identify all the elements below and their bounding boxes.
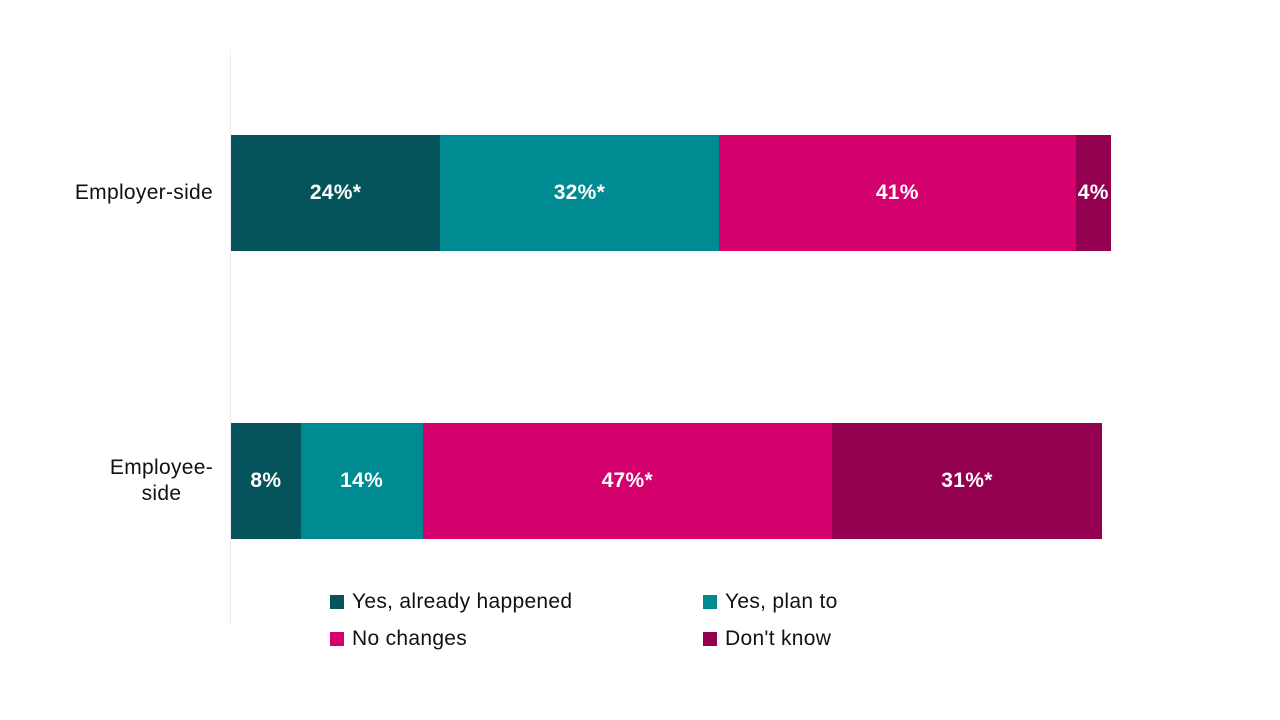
legend-item-don-t-know: Don't know: [703, 627, 838, 650]
bar-segment-don-t-know: 31%*: [831, 423, 1102, 539]
legend: Yes, already happened Yes, plan to No chan…: [330, 590, 838, 650]
bar-segment-don-t-know: 4%: [1075, 135, 1111, 251]
legend-label: Yes, plan to: [725, 589, 838, 613]
bar-value-label: 4%: [1077, 181, 1109, 204]
bar-segment-yes-plan-to: 32%*: [440, 135, 719, 251]
bar-value-label: 24%*: [309, 181, 362, 204]
legend-item-no-changes: No changes: [330, 627, 703, 650]
bar-row-employee-side: 8% 14% 47%* 31%*: [231, 423, 1102, 539]
category-label-employer-side: Employer-side: [0, 135, 213, 251]
bar-segment-yes-already-happened: 24%*: [231, 135, 441, 251]
legend-item-yes-plan-to: Yes, plan to: [703, 590, 838, 613]
category-label-text: Employer-side: [74, 180, 213, 204]
bar-value-label: 41%: [875, 181, 919, 204]
bar-value-label: 32%*: [553, 181, 606, 204]
bar-segment-yes-already-happened: 8%: [231, 423, 301, 539]
legend-label: No changes: [352, 626, 468, 650]
category-axis-line: [230, 50, 231, 623]
bar-value-label: 31%*: [941, 469, 993, 492]
bar-value-label: 47%*: [601, 469, 653, 492]
bar-segment-no-changes: 41%: [718, 135, 1076, 251]
bar-value-label: 14%: [340, 469, 384, 492]
category-label-text: Employee-side: [109, 455, 213, 505]
legend-swatch-icon: [330, 631, 344, 646]
bar-value-label: 8%: [250, 469, 282, 492]
legend-item-yes-already-happened: Yes, already happened: [330, 590, 703, 613]
legend-label: Don't know: [725, 626, 832, 650]
bar-segment-no-changes: 47%*: [422, 423, 832, 539]
category-label-employee-side: Employee-side: [0, 423, 213, 539]
bar-segment-yes-plan-to: 14%: [300, 423, 423, 539]
legend-swatch-icon: [703, 631, 717, 646]
legend-swatch-icon: [703, 594, 717, 609]
bar-row-employer-side: 24%* 32%* 41% 4%: [231, 135, 1111, 251]
legend-swatch-icon: [330, 594, 344, 609]
legend-label: Yes, already happened: [352, 589, 573, 613]
